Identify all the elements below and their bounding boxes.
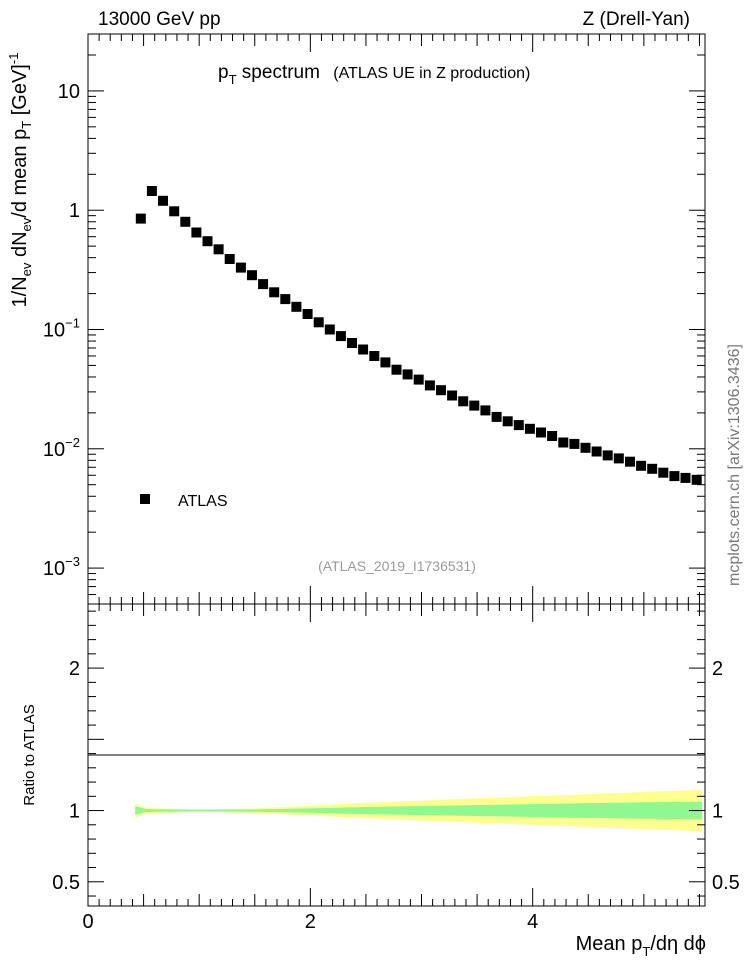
data-point (180, 216, 191, 227)
upper-panel-frame (87, 33, 706, 605)
data-point (302, 309, 313, 319)
ratio-y-tick-label-right: 1 (712, 801, 723, 823)
data-point (424, 380, 435, 391)
plot-title: pT spectrum (ATLAS UE in Z production) (218, 62, 530, 87)
ratio-bands (135, 789, 703, 832)
data-point (502, 416, 513, 427)
data-point (658, 467, 669, 478)
data-point (391, 364, 402, 375)
x-tick-label: 2 (305, 911, 316, 933)
data-point (369, 351, 380, 361)
data-point (202, 236, 213, 247)
data-point (536, 427, 546, 438)
data-point (235, 262, 246, 273)
data-point (347, 338, 357, 348)
data-point (636, 460, 647, 471)
data-point (613, 453, 624, 464)
data-point (169, 206, 180, 217)
plot-title-sub: T (229, 72, 237, 87)
data-point (213, 244, 224, 255)
data-point (602, 450, 613, 461)
data-point (469, 400, 480, 411)
data-point (335, 331, 346, 342)
data-point (491, 411, 502, 422)
upper-y-tick-label: 1 (69, 200, 80, 222)
data-point (402, 369, 413, 380)
upper-y-axis-label: 1/Nev dNev/d mean pT [GeV]-1 (6, 53, 34, 308)
data-point (547, 431, 558, 441)
ratio-y-tick-label-left: 1 (69, 801, 80, 823)
ratio-y-tick-label-right: 2 (712, 658, 723, 680)
data-point (447, 390, 458, 401)
data-point (280, 294, 291, 305)
plot-title-rest: spectrum (237, 62, 320, 83)
upper-y-ticks: 10−3 10−2 10−1 1 10 (43, 33, 705, 605)
data-point (358, 344, 369, 355)
ratio-band-inner (135, 801, 703, 820)
data-point (458, 396, 469, 407)
data-point (680, 472, 691, 483)
legend-marker (140, 494, 150, 504)
data-point (146, 186, 157, 196)
ratio-y-tick-label-left: 0.5 (52, 872, 80, 894)
x-tick-label: 0 (82, 911, 93, 933)
data-points (135, 186, 702, 485)
plot-title-detail: (ATLAS UE in Z production) (333, 65, 530, 82)
header-right: Z (Drell-Yan) (583, 9, 690, 30)
data-point (524, 423, 535, 434)
upper-y-tick-label: 10−1 (43, 316, 80, 342)
data-point (580, 442, 591, 453)
header-left: 13000 GeV pp (98, 9, 221, 30)
data-point (669, 471, 680, 482)
data-point (135, 213, 146, 224)
data-point (324, 324, 335, 335)
data-point (158, 195, 168, 206)
legend-label: ATLAS (178, 493, 228, 510)
data-point (436, 385, 446, 396)
ratio-y-axis-label: Ratio to ATLAS (21, 704, 38, 805)
upper-y-tick-label: 10−2 (43, 435, 80, 461)
watermark: mcplots.cern.ch [arXiv:1306.3436] (726, 344, 743, 586)
ratio-y-tick-label-left: 2 (69, 658, 80, 680)
data-point (313, 317, 324, 328)
analysis-id: (ATLAS_2019_I1736531) (318, 558, 476, 574)
data-point (380, 357, 391, 368)
data-point (480, 405, 491, 416)
data-point (191, 227, 202, 238)
data-point (591, 446, 602, 457)
upper-y-tick-label: 10−3 (43, 554, 80, 580)
data-point (647, 463, 658, 474)
plot-title-main: p (218, 62, 229, 83)
data-point (625, 456, 635, 467)
data-point (291, 301, 302, 312)
x-ticks: 0 2 4 (82, 34, 700, 933)
data-point (558, 437, 569, 448)
upper-y-tick-label: 10 (58, 81, 80, 103)
data-point (224, 254, 235, 264)
ratio-y-ticks: 0.5 0.5 1 1 2 2 (52, 610, 740, 897)
x-axis-label: Mean pT/dη dϕ (576, 933, 706, 959)
data-point (569, 438, 580, 449)
ratio-y-tick-label-right: 0.5 (712, 872, 740, 894)
data-point (513, 420, 524, 431)
data-point (691, 474, 702, 485)
x-tick-label: 4 (527, 911, 538, 933)
data-point (269, 287, 280, 298)
data-point (413, 374, 424, 385)
data-point (258, 279, 269, 290)
data-point (247, 270, 257, 281)
